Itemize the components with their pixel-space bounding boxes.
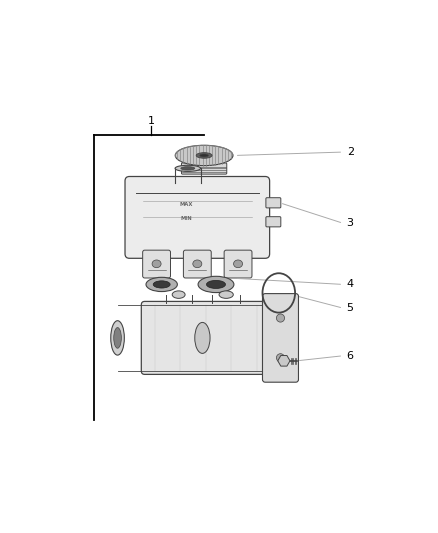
FancyBboxPatch shape — [184, 250, 211, 278]
Ellipse shape — [152, 260, 161, 268]
Ellipse shape — [196, 152, 212, 158]
Ellipse shape — [193, 260, 202, 268]
Ellipse shape — [175, 146, 233, 166]
Text: MIN: MIN — [180, 216, 192, 221]
Ellipse shape — [153, 281, 170, 288]
Ellipse shape — [114, 328, 121, 348]
Text: 6: 6 — [346, 351, 353, 361]
Ellipse shape — [219, 291, 233, 298]
Ellipse shape — [146, 277, 177, 292]
Ellipse shape — [181, 167, 195, 170]
FancyBboxPatch shape — [224, 250, 252, 278]
Text: 4: 4 — [346, 279, 354, 289]
FancyBboxPatch shape — [125, 176, 270, 259]
Circle shape — [276, 314, 285, 322]
Text: MAX: MAX — [180, 202, 193, 207]
Ellipse shape — [172, 291, 185, 298]
FancyBboxPatch shape — [143, 250, 170, 278]
Text: 2: 2 — [346, 147, 354, 157]
Ellipse shape — [200, 154, 208, 157]
Ellipse shape — [111, 321, 124, 355]
Circle shape — [276, 354, 285, 362]
Text: 5: 5 — [346, 303, 353, 313]
FancyBboxPatch shape — [266, 217, 281, 227]
Ellipse shape — [206, 280, 226, 288]
Ellipse shape — [195, 322, 210, 353]
FancyBboxPatch shape — [266, 198, 281, 208]
FancyBboxPatch shape — [262, 294, 298, 382]
Ellipse shape — [198, 276, 234, 293]
Ellipse shape — [233, 260, 243, 268]
FancyBboxPatch shape — [141, 302, 294, 374]
Text: 3: 3 — [346, 219, 353, 228]
Ellipse shape — [175, 165, 201, 172]
Text: 1: 1 — [148, 116, 155, 126]
FancyBboxPatch shape — [181, 163, 227, 174]
